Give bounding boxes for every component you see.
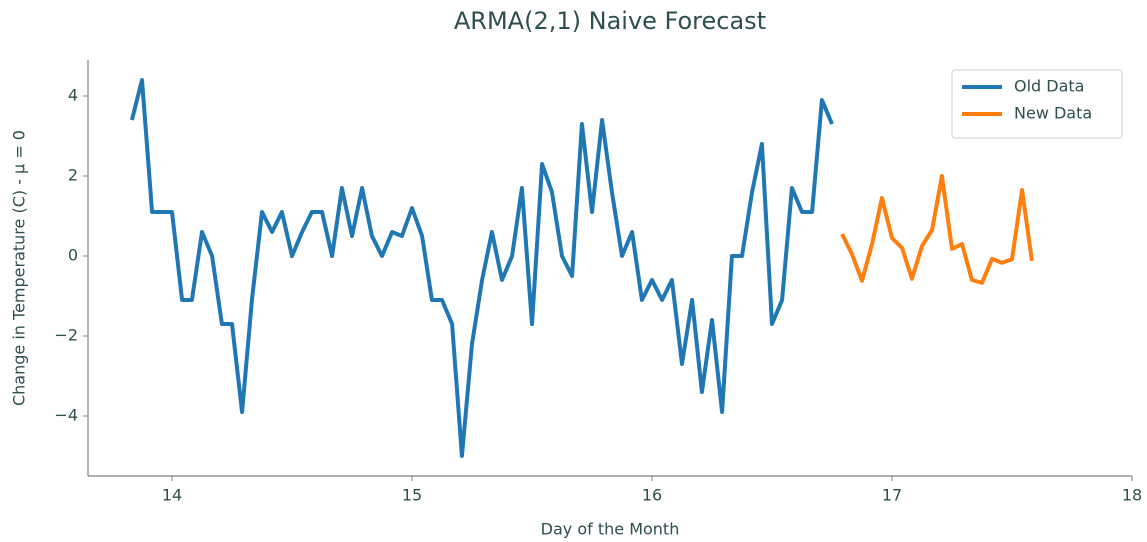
legend-label: Old Data xyxy=(1014,77,1084,96)
x-tick-label: 18 xyxy=(1122,486,1142,505)
legend-label: New Data xyxy=(1014,104,1092,123)
chart-title: ARMA(2,1) Naive Forecast xyxy=(454,7,766,35)
data-line xyxy=(840,174,1034,285)
x-axis-label: Day of the Month xyxy=(541,520,680,539)
x-tick-label: 16 xyxy=(642,486,662,505)
y-tick-label: −2 xyxy=(54,326,78,345)
x-tick-label: 17 xyxy=(882,486,902,505)
y-tick-label: −4 xyxy=(54,406,78,425)
x-tick-label: 14 xyxy=(162,486,182,505)
y-tick-label: 4 xyxy=(68,86,78,105)
y-tick-label: 0 xyxy=(68,246,78,265)
data-line xyxy=(129,78,834,458)
y-axis-label: Change in Temperature (C) - μ = 0 xyxy=(10,130,29,406)
x-tick-label: 15 xyxy=(402,486,422,505)
y-tick-label: 2 xyxy=(68,166,78,185)
